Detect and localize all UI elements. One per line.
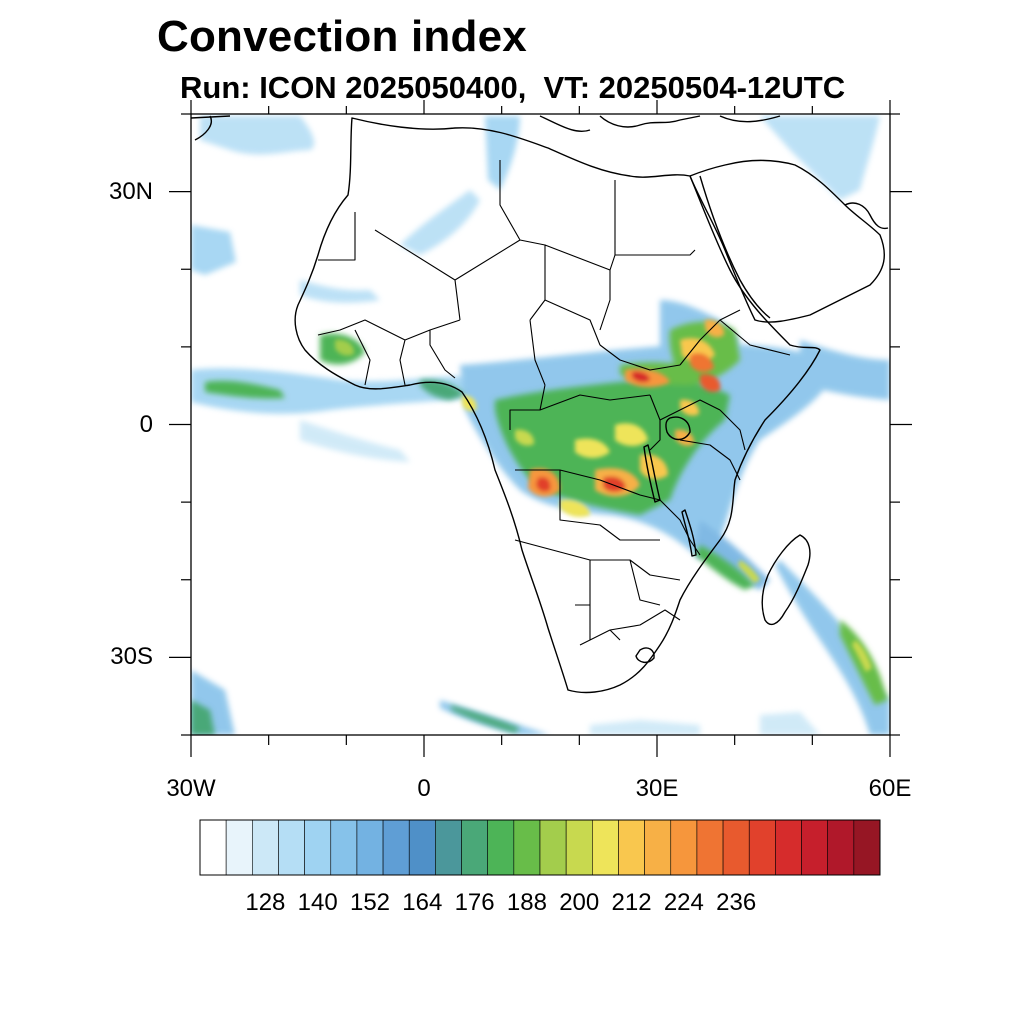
chart-title: Convection index — [157, 12, 527, 61]
colorbar-label: 224 — [663, 889, 704, 916]
colorbar-frame — [199, 819, 881, 876]
colorbar-box — [775, 819, 802, 876]
colorbar-box — [748, 819, 776, 876]
colorbar-label: 212 — [611, 889, 652, 916]
colorbar-label: 152 — [349, 889, 391, 916]
colorbar-label: 164 — [402, 889, 443, 916]
colorbar-box — [539, 819, 567, 876]
colorbar-box — [408, 819, 436, 876]
colorbar-box — [225, 819, 253, 876]
colorbar-label: 176 — [454, 889, 495, 916]
colorbar-box — [696, 819, 724, 876]
colorbar-box — [487, 819, 515, 876]
border-lines — [317, 160, 791, 646]
colorbar-box — [618, 819, 645, 876]
lesotho — [635, 647, 655, 663]
madagascar-coastline — [761, 534, 811, 626]
lat-label: 30S — [110, 643, 153, 671]
colorbar-box — [801, 819, 828, 876]
lake-malawi — [681, 509, 697, 557]
colorbar-box — [435, 819, 462, 876]
colorbar-box — [513, 819, 541, 876]
colorbar-box — [670, 819, 698, 876]
lon-label: 30E — [635, 775, 679, 802]
colorbar-box — [592, 819, 619, 876]
colorbar-label: 140 — [297, 889, 338, 916]
lon-label: 60E — [868, 775, 912, 802]
colorbar-box — [461, 819, 488, 876]
lat-label: 0 — [139, 410, 153, 438]
colorbar-label: 188 — [506, 889, 547, 916]
colorbar-box — [304, 819, 332, 876]
colorbar-label: 128 — [245, 889, 286, 916]
lake-tanganyika — [643, 444, 661, 503]
iberia-coast — [194, 115, 212, 141]
persian-gulf-coast — [844, 202, 889, 230]
colorbar-box — [199, 819, 227, 876]
lake-victoria — [665, 416, 691, 441]
arabia-coastline — [689, 159, 886, 323]
chart-subtitle: Run: ICON 2025050400, VT: 20250504-12UTC — [180, 70, 846, 105]
lon-label: 30W — [166, 775, 216, 802]
colorbar-box — [853, 819, 881, 876]
colorbar-box — [382, 819, 410, 876]
lat-label: 30N — [108, 177, 153, 205]
map-panel — [169, 100, 912, 757]
colorbar-box — [252, 819, 279, 876]
colorbar-box — [644, 819, 672, 876]
colorbar-label: 200 — [559, 889, 600, 916]
colorbar-box — [356, 819, 384, 876]
colorbar-box — [722, 819, 750, 876]
colorbar-boxes — [199, 819, 881, 876]
colorbar-label: 236 — [716, 889, 757, 916]
red-sea-west-coast — [699, 175, 771, 319]
colorbar-box — [330, 819, 358, 876]
lon-label: 0 — [417, 775, 431, 802]
axis-ticks — [169, 100, 912, 757]
colorbar-box — [565, 819, 593, 876]
colorbar-box — [278, 819, 305, 876]
colorbar-box — [827, 819, 855, 876]
coastlines — [191, 115, 889, 694]
country-borders — [317, 160, 791, 646]
